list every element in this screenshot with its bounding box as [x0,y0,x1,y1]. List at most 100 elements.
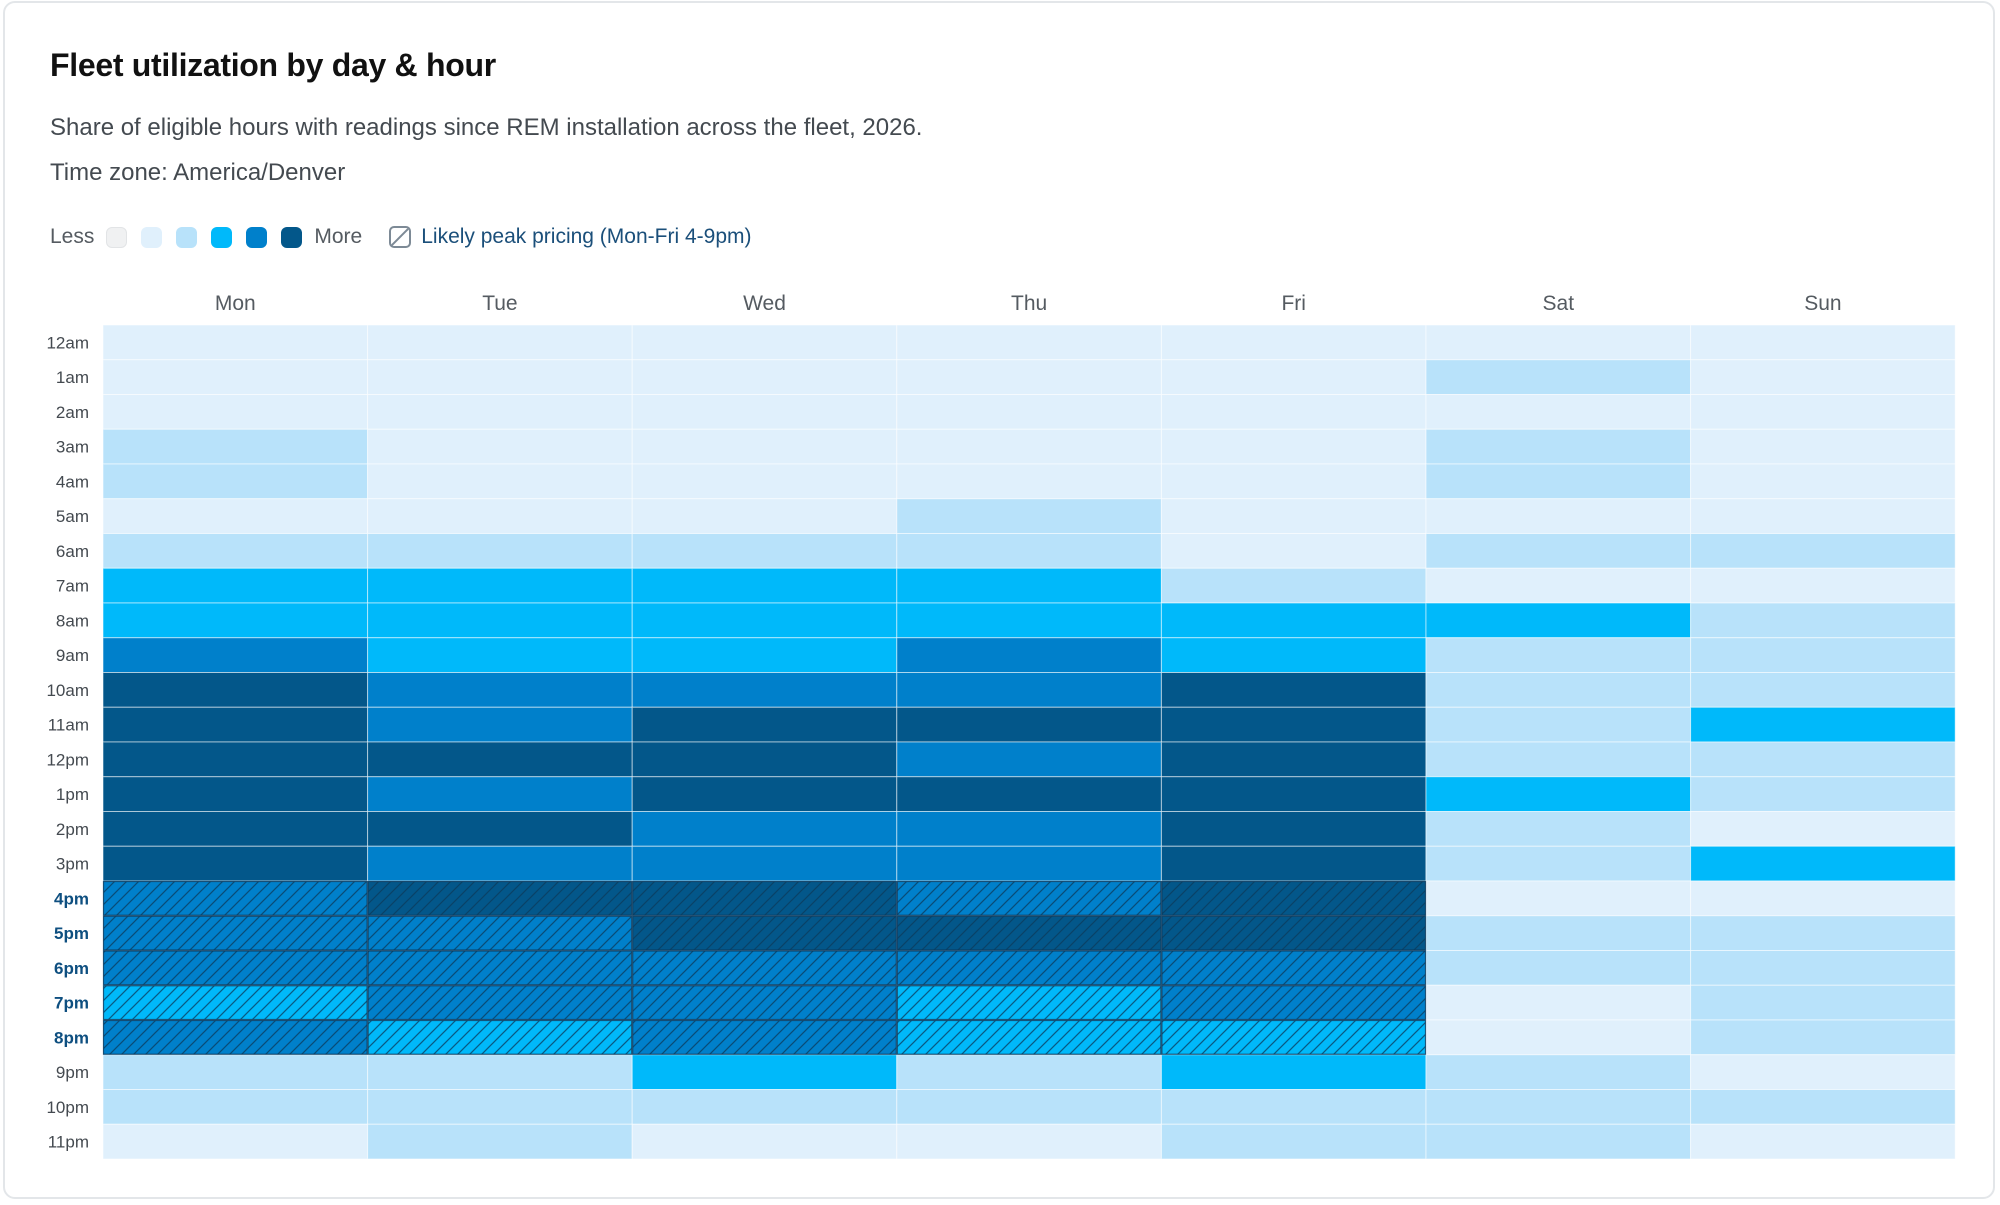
day-label-thu: Thu [1011,292,1047,315]
heatmap-cell-sun-8am [1690,602,1956,639]
peak-hatch-fri-8pm [1161,1019,1427,1055]
hour-label-12am: 12am [46,333,89,352]
heatmap-cell-fri-2pm [1160,811,1427,847]
heatmap-cell-thu-11pm [896,1123,1162,1160]
heatmap-cell-thu-2pm [896,811,1162,847]
heatmap-cell-thu-9am [896,637,1162,673]
heatmap-cell-fri-12pm [1160,741,1427,778]
heatmap-cell-tue-3pm [367,845,633,882]
legend-peak-label: Likely peak pricing (Mon-Fri 4-9pm) [421,225,752,248]
day-label-sun: Sun [1804,292,1841,315]
heatmap-cell-tue-4am [367,463,633,500]
hour-label-5am: 5am [56,507,89,526]
heatmap-cell-thu-2am [896,394,1162,430]
day-label-sat: Sat [1543,292,1575,315]
heatmap-cell-fri-4am [1160,463,1427,500]
heatmap-cell-wed-5am [631,498,898,534]
legend-swatch-level-4 [246,226,268,248]
heatmap-cell-sun-8pm [1690,1019,1956,1056]
heatmap-cell-fri-12am [1160,324,1427,361]
heatmap-cell-thu-6am [896,533,1162,569]
heatmap-cell-mon-2pm [102,811,369,847]
heatmap-cell-sat-5am [1425,498,1692,534]
heatmap-cell-sun-7am [1690,567,1956,604]
heatmap-cell-fri-1pm [1160,776,1427,812]
peak-hatch-mon-8pm [102,1019,368,1055]
hour-label-8pm: 8pm [54,1028,89,1047]
heatmap-cell-fri-10am [1160,672,1427,708]
heatmap-cell-wed-7am [631,567,898,604]
legend-swatch-level-2 [176,226,198,248]
hour-label-8am: 8am [56,611,89,630]
heatmap-cell-fri-7am [1160,567,1427,604]
peak-hatch-tue-8pm [367,1019,633,1055]
heatmap-cell-fri-5am [1160,498,1427,534]
heatmap-cell-sat-9pm [1425,1054,1692,1090]
heatmap-cell-thu-12am [896,324,1162,361]
peak-hatch-tue-7pm [367,985,633,1021]
hour-label-11am: 11am [48,716,89,735]
peak-hatch-fri-6pm [1161,950,1427,986]
heatmap-cell-sun-5pm [1690,915,1956,951]
heatmap-cell-fri-2am [1160,394,1427,430]
peak-hatch-mon-5pm [102,915,368,951]
heatmap-cell-tue-10pm [367,1089,633,1125]
heatmap-cell-mon-4am [102,463,369,500]
heatmap-cell-mon-1pm [102,776,369,812]
heatmap-cell-sun-1pm [1690,776,1956,812]
heatmap-cell-tue-2am [367,394,633,430]
hour-label-2am: 2am [56,403,89,422]
hour-label-6pm: 6pm [54,959,89,978]
heatmap-cell-tue-8am [367,602,633,639]
peak-hatch-thu-7pm [896,985,1162,1021]
heatmap-cell-sat-10am [1425,672,1692,708]
heatmap-cell-fri-1am [1160,359,1427,395]
heatmap-cell-tue-1am [367,359,633,395]
heatmap-cell-wed-3am [631,428,898,465]
heatmap-cell-wed-9am [631,637,898,673]
heatmap-cell-wed-11pm [631,1123,898,1160]
heatmap-cell-thu-1pm [896,776,1162,812]
hour-label-10am: 10am [46,681,89,700]
heatmap-cell-wed-3pm [631,845,898,882]
day-label-mon: Mon [215,292,256,315]
heatmap-cell-sat-11am [1425,706,1692,743]
heatmap-cell-mon-3pm [102,845,369,882]
hour-label-7am: 7am [56,577,89,596]
heatmap-cell-wed-1pm [631,776,898,812]
hour-label-9pm: 9pm [56,1063,89,1082]
peak-hatch-fri-5pm [1161,915,1427,951]
heatmap-cell-tue-6am [367,533,633,569]
heatmap-cell-sun-6am [1690,533,1956,569]
heatmap-cell-tue-12am [367,324,633,361]
hour-label-4pm: 4pm [54,889,89,908]
heatmap-cell-tue-1pm [367,776,633,812]
heatmap-cell-thu-12pm [896,741,1162,778]
heatmap-cell-mon-12am [102,324,369,361]
legend-more-label: More [314,225,363,248]
peak-hatch-wed-7pm [632,985,897,1021]
heatmap-cell-mon-11am [102,706,369,743]
heatmap-cell-sun-3am [1690,428,1956,465]
heatmap-cell-wed-11am [631,706,898,743]
hour-label-6am: 6am [56,542,89,561]
heatmap-cell-sat-3pm [1425,845,1692,882]
heatmap-cell-tue-3am [367,428,633,465]
peak-hatch-fri-4pm [1161,880,1427,916]
heatmap-cell-sat-12am [1425,324,1692,361]
heatmap-cell-fri-9pm [1160,1054,1427,1090]
hour-label-2pm: 2pm [56,820,89,839]
chart-subtitle: Share of eligible hours with readings si… [50,114,923,141]
legend-swatch-level-1 [141,226,163,248]
heatmap-cell-sun-3pm [1690,845,1956,882]
heatmap-cell-mon-10pm [102,1089,369,1125]
hour-label-9am: 9am [56,646,89,665]
heatmap-cell-sun-1am [1690,359,1956,395]
heatmap-cell-tue-2pm [367,811,633,847]
heatmap-cell-sat-3am [1425,428,1692,465]
legend-less-label: Less [50,225,95,248]
hour-label-3pm: 3pm [56,855,89,874]
heatmap-cell-sun-9pm [1690,1054,1956,1090]
heatmap-cell-mon-2am [102,394,369,430]
heatmap-cell-sat-6am [1425,533,1692,569]
